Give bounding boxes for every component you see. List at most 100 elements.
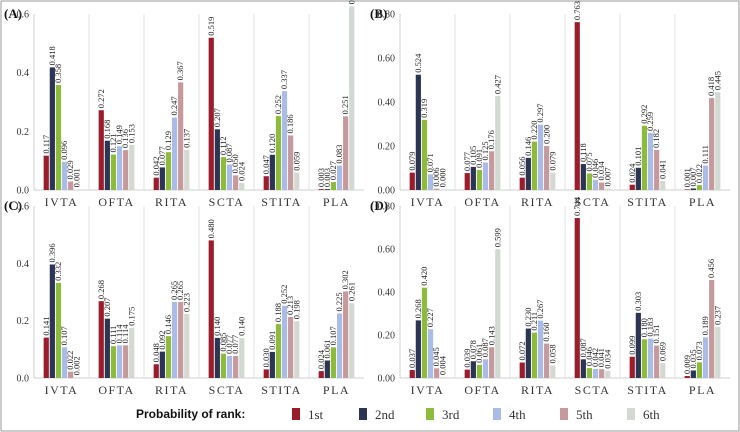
- legend-swatch: [426, 408, 434, 420]
- bar-value-label: 0.272: [96, 89, 106, 108]
- bar: [61, 161, 68, 190]
- bar: [233, 355, 239, 378]
- bar: [550, 365, 556, 378]
- bar-value-label: 0.140: [236, 317, 246, 336]
- bar-value-label: 0.626: [346, 0, 356, 4]
- bar-value-label: 0.303: [633, 292, 643, 311]
- bar: [647, 338, 654, 378]
- bar: [684, 376, 690, 378]
- bar: [690, 370, 696, 378]
- bar-value-label: 0.046: [590, 159, 600, 178]
- bar: [464, 173, 470, 190]
- bar-value-label: 0.141: [41, 316, 51, 335]
- bar: [641, 125, 648, 190]
- y-tick-label: 0.0: [17, 186, 30, 197]
- x-category-label: SCTA: [209, 383, 245, 397]
- bar-value-label: 0.107: [328, 326, 338, 345]
- bar-value-label: 0.045: [431, 347, 441, 366]
- bar-value-label: 0.003: [316, 168, 326, 187]
- bar-value-label: 0.111: [700, 145, 710, 164]
- bar-value-label: 0.078: [468, 340, 478, 359]
- x-category-label: SCTA: [575, 195, 611, 209]
- bar: [531, 141, 538, 190]
- bar-value-label: 0.182: [651, 129, 661, 148]
- bar-value-label: 0.077: [230, 335, 240, 354]
- bar-value-label: 0.114: [114, 324, 124, 344]
- x-category-label: OFTA: [464, 195, 500, 209]
- legend-label: 2nd: [375, 407, 395, 422]
- bar: [696, 185, 703, 190]
- bar: [324, 360, 330, 378]
- bar: [159, 351, 165, 378]
- bar-value-label: 0.292: [639, 105, 649, 124]
- bar: [214, 337, 220, 378]
- bar: [68, 371, 74, 378]
- bar-value-label: 0.297: [535, 104, 545, 123]
- bar-value-label: 0.034: [602, 349, 612, 369]
- bar-value-label: 0.427: [492, 75, 502, 94]
- bar-value-label: 0.075: [584, 152, 594, 171]
- bar-value-label: 0.107: [59, 326, 69, 345]
- bar: [233, 175, 239, 190]
- bar-value-label: 0.252: [279, 285, 289, 304]
- bar: [440, 377, 446, 378]
- bar-value-label: 0.198: [291, 300, 301, 319]
- bar-value-label: 0.009: [682, 355, 692, 374]
- bar: [702, 337, 709, 378]
- bar-value-label: 0.024: [316, 349, 326, 369]
- bar-value-label: 0.121: [108, 133, 118, 152]
- bar-value-label: 0.396: [47, 243, 57, 262]
- bar: [239, 337, 245, 378]
- legend-label: 3rd: [442, 407, 460, 422]
- bar-value-label: 0.059: [291, 152, 301, 171]
- bar-value-label: 0.022: [694, 164, 704, 183]
- bar: [586, 173, 593, 190]
- x-category-label: RITA: [521, 195, 554, 209]
- bar: [544, 146, 550, 190]
- bar-value-label: 0.071: [425, 153, 435, 172]
- bar: [409, 370, 415, 378]
- bar: [178, 302, 184, 378]
- y-tick-label: 0.2: [17, 127, 30, 138]
- bar: [184, 149, 190, 190]
- y-tick-label: 0.80: [378, 202, 396, 213]
- bar-value-label: 0.091: [474, 149, 484, 168]
- bar: [605, 370, 611, 378]
- bar: [275, 324, 282, 378]
- x-category-label: RITA: [521, 383, 554, 397]
- bar: [599, 182, 605, 190]
- bar: [165, 336, 172, 378]
- bar-value-label: 0.077: [157, 146, 167, 165]
- panel-label: (C): [4, 198, 22, 213]
- bar: [592, 368, 599, 378]
- bar: [239, 182, 245, 190]
- bar-value-label: 0.001: [682, 168, 692, 187]
- bar: [123, 150, 129, 190]
- bar: [415, 320, 421, 378]
- bar-value-label: 0.030: [261, 348, 271, 367]
- bar-value-label: 0.069: [657, 342, 667, 361]
- bar-value-label: 0.480: [206, 219, 216, 238]
- bar: [98, 301, 104, 378]
- bar-value-label: 0.136: [120, 129, 130, 148]
- bar: [349, 6, 355, 191]
- bar-value-label: 0.207: [102, 298, 112, 317]
- bar: [421, 119, 428, 190]
- bar: [525, 328, 531, 378]
- bar-value-label: 0.096: [59, 141, 69, 160]
- bar: [709, 279, 715, 378]
- y-tick-label: 0.0: [17, 374, 30, 385]
- bar: [495, 249, 501, 378]
- bar: [123, 345, 129, 378]
- bar: [495, 96, 501, 190]
- bar-value-label: 0.056: [517, 157, 527, 176]
- bar-value-label: 0.091: [267, 331, 277, 350]
- bar-value-label: 0.058: [547, 344, 557, 363]
- bar-value-label: 0.267: [535, 299, 545, 318]
- y-tick-label: 0.60: [378, 54, 396, 65]
- x-category-label: OFTA: [98, 383, 134, 397]
- bar: [482, 162, 489, 190]
- x-category-label: SCTA: [575, 383, 611, 397]
- bar-value-label: 0.061: [474, 344, 484, 363]
- bar: [421, 287, 428, 378]
